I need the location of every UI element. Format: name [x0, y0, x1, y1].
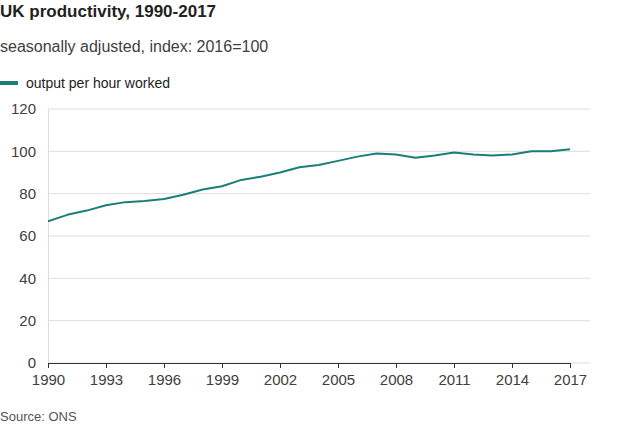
x-tick: 2014 [496, 363, 529, 388]
y-tick: 80 [19, 185, 48, 202]
y-tick: 20 [19, 312, 48, 329]
x-tick-mark [454, 363, 455, 368]
y-tick: 60 [19, 227, 48, 244]
x-tick-label: 1996 [148, 371, 181, 388]
grid [48, 109, 590, 363]
x-tick: 1993 [90, 363, 123, 388]
y-tick: 0 [28, 354, 48, 371]
legend-swatch [0, 81, 18, 85]
subtitle: seasonally adjusted, index: 2016=100 [0, 38, 268, 55]
x-tick: 1996 [148, 363, 181, 388]
x-tick-label: 2005 [322, 371, 355, 388]
legend-label: output per hour worked [26, 75, 170, 91]
x-tick: 2005 [322, 363, 355, 388]
y-axis: 0 20 40 60 80 100 120 [11, 100, 49, 371]
x-tick: 2017 [554, 363, 587, 388]
x-tick-label: 1990 [32, 371, 65, 388]
x-tick-mark [338, 363, 339, 368]
x-tick-mark [512, 363, 513, 368]
title: UK productivity, 1990-2017 [0, 2, 216, 21]
y-tick-label: 80 [19, 185, 36, 202]
grid-line [48, 193, 590, 194]
y-tick-label: 0 [28, 354, 36, 371]
y-tick: 40 [19, 270, 48, 287]
x-tick-label: 1993 [90, 371, 123, 388]
grid-line [48, 109, 590, 110]
x-tick-label: 2002 [264, 371, 297, 388]
y-tick-label: 40 [19, 270, 36, 287]
x-tick-mark [280, 363, 281, 368]
x-tick-mark [164, 363, 165, 368]
x-tick-label: 2014 [496, 371, 529, 388]
plot-area [48, 149, 570, 221]
data-line [48, 149, 570, 221]
x-tick: 2011 [438, 363, 470, 388]
x-tick-label: 2017 [554, 371, 587, 388]
x-tick: 2002 [264, 363, 297, 388]
x-tick-mark [570, 363, 571, 368]
x-axis-line [49, 363, 571, 364]
y-tick-label: 60 [19, 227, 36, 244]
x-tick-mark [48, 363, 49, 368]
y-tick: 100 [11, 143, 48, 160]
y-tick-label: 120 [11, 100, 36, 117]
source: Source: ONS [0, 409, 77, 424]
grid-line [48, 278, 590, 279]
y-tick-label: 100 [11, 143, 36, 160]
x-tick: 1990 [32, 363, 65, 388]
grid-line [48, 151, 590, 152]
x-tick-label: 2011 [438, 371, 470, 388]
y-tick: 120 [11, 100, 48, 117]
x-tick: 2008 [380, 363, 413, 388]
grid-line [48, 363, 590, 364]
x-tick-mark [106, 363, 107, 368]
x-tick-mark [222, 363, 223, 368]
x-tick: 1999 [206, 363, 239, 388]
grid-line [48, 320, 590, 321]
x-tick-mark [396, 363, 397, 368]
chart: UK productivity, 1990-2017 seasonally adj… [0, 0, 624, 429]
x-tick-label: 1999 [206, 371, 239, 388]
y-tick-label: 20 [19, 312, 36, 329]
grid-line [48, 236, 590, 237]
x-tick-label: 2008 [380, 371, 413, 388]
x-axis: 1990 1993 1996 1999 2002 2005 2008 2011 2014 2017 [32, 363, 587, 388]
legend: output per hour worked [0, 75, 170, 91]
y-axis-line [48, 110, 49, 364]
